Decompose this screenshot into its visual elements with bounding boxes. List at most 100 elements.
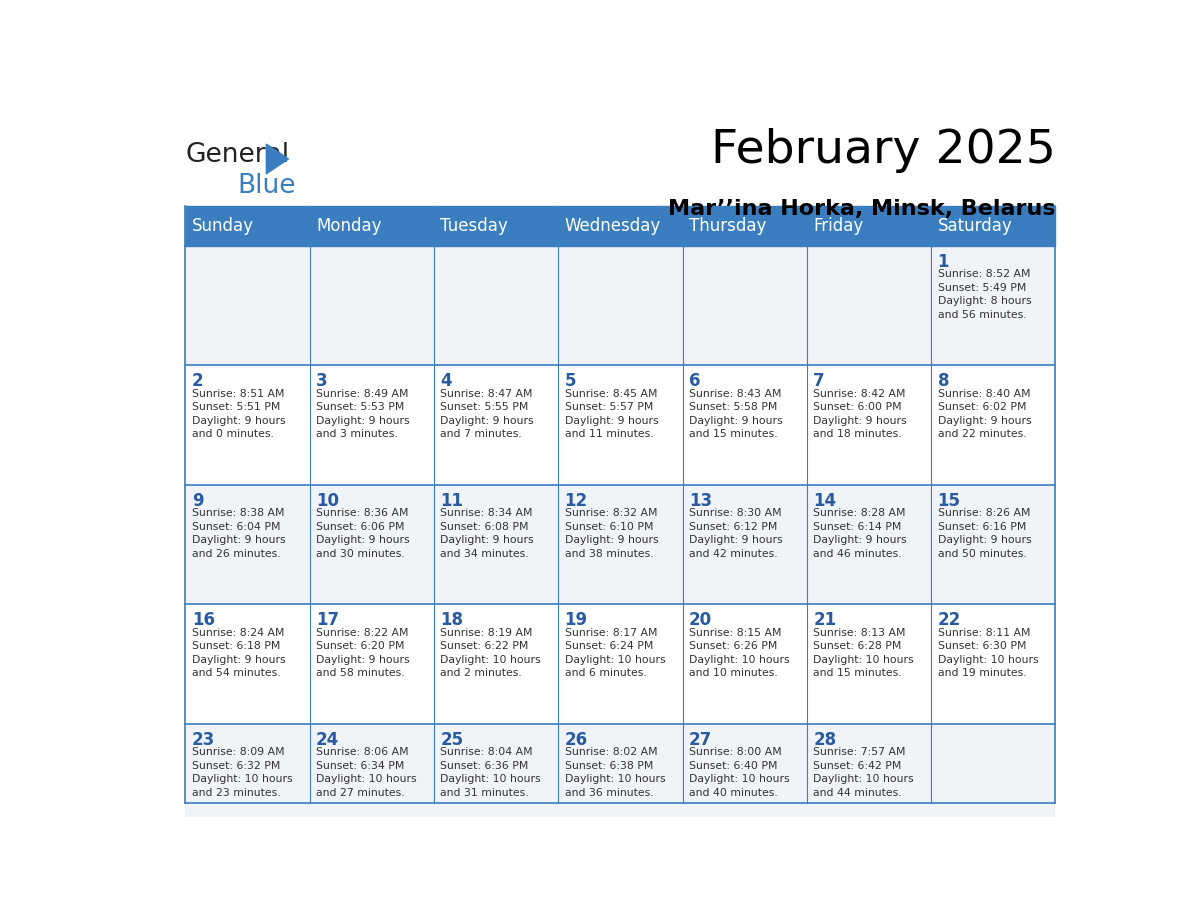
- Bar: [558, 206, 682, 246]
- Text: Monday: Monday: [316, 217, 381, 235]
- Text: 28: 28: [814, 731, 836, 749]
- Text: Sunrise: 8:13 AM
Sunset: 6:28 PM
Daylight: 10 hours
and 15 minutes.: Sunrise: 8:13 AM Sunset: 6:28 PM Dayligh…: [814, 628, 914, 678]
- Text: 10: 10: [316, 492, 339, 509]
- Text: Sunrise: 8:43 AM
Sunset: 5:58 PM
Daylight: 9 hours
and 15 minutes.: Sunrise: 8:43 AM Sunset: 5:58 PM Dayligh…: [689, 388, 783, 440]
- Bar: [682, 485, 807, 604]
- Text: 17: 17: [316, 611, 340, 630]
- Bar: [185, 246, 310, 365]
- Bar: [434, 365, 558, 485]
- Text: 8: 8: [937, 373, 949, 390]
- Text: Sunrise: 7:57 AM
Sunset: 6:42 PM
Daylight: 10 hours
and 44 minutes.: Sunrise: 7:57 AM Sunset: 6:42 PM Dayligh…: [814, 747, 914, 798]
- Bar: [682, 206, 807, 246]
- Text: 23: 23: [191, 731, 215, 749]
- Bar: [310, 246, 434, 365]
- Text: Sunrise: 8:47 AM
Sunset: 5:55 PM
Daylight: 9 hours
and 7 minutes.: Sunrise: 8:47 AM Sunset: 5:55 PM Dayligh…: [441, 388, 533, 440]
- Bar: [310, 485, 434, 604]
- Text: Sunrise: 8:45 AM
Sunset: 5:57 PM
Daylight: 9 hours
and 11 minutes.: Sunrise: 8:45 AM Sunset: 5:57 PM Dayligh…: [564, 388, 658, 440]
- Bar: [434, 206, 558, 246]
- Text: Sunrise: 8:52 AM
Sunset: 5:49 PM
Daylight: 8 hours
and 56 minutes.: Sunrise: 8:52 AM Sunset: 5:49 PM Dayligh…: [937, 269, 1031, 320]
- Bar: [931, 604, 1055, 723]
- Text: Sunrise: 8:40 AM
Sunset: 6:02 PM
Daylight: 9 hours
and 22 minutes.: Sunrise: 8:40 AM Sunset: 6:02 PM Dayligh…: [937, 388, 1031, 440]
- Text: 12: 12: [564, 492, 588, 509]
- Bar: [807, 246, 931, 365]
- Bar: [185, 723, 310, 843]
- Text: Sunrise: 8:15 AM
Sunset: 6:26 PM
Daylight: 10 hours
and 10 minutes.: Sunrise: 8:15 AM Sunset: 6:26 PM Dayligh…: [689, 628, 790, 678]
- Text: Sunrise: 8:42 AM
Sunset: 6:00 PM
Daylight: 9 hours
and 18 minutes.: Sunrise: 8:42 AM Sunset: 6:00 PM Dayligh…: [814, 388, 906, 440]
- Text: 13: 13: [689, 492, 712, 509]
- Text: Sunrise: 8:30 AM
Sunset: 6:12 PM
Daylight: 9 hours
and 42 minutes.: Sunrise: 8:30 AM Sunset: 6:12 PM Dayligh…: [689, 509, 783, 559]
- Text: Sunrise: 8:19 AM
Sunset: 6:22 PM
Daylight: 10 hours
and 2 minutes.: Sunrise: 8:19 AM Sunset: 6:22 PM Dayligh…: [441, 628, 541, 678]
- Bar: [807, 604, 931, 723]
- Bar: [931, 365, 1055, 485]
- Text: 19: 19: [564, 611, 588, 630]
- Text: Sunrise: 8:26 AM
Sunset: 6:16 PM
Daylight: 9 hours
and 50 minutes.: Sunrise: 8:26 AM Sunset: 6:16 PM Dayligh…: [937, 509, 1031, 559]
- Text: Sunrise: 8:02 AM
Sunset: 6:38 PM
Daylight: 10 hours
and 36 minutes.: Sunrise: 8:02 AM Sunset: 6:38 PM Dayligh…: [564, 747, 665, 798]
- Bar: [558, 604, 682, 723]
- Bar: [807, 365, 931, 485]
- Bar: [558, 485, 682, 604]
- Bar: [931, 723, 1055, 843]
- Text: 26: 26: [564, 731, 588, 749]
- Text: 7: 7: [814, 373, 824, 390]
- Bar: [185, 604, 310, 723]
- Text: Sunrise: 8:04 AM
Sunset: 6:36 PM
Daylight: 10 hours
and 31 minutes.: Sunrise: 8:04 AM Sunset: 6:36 PM Dayligh…: [441, 747, 541, 798]
- Bar: [434, 485, 558, 604]
- Text: Sunrise: 8:28 AM
Sunset: 6:14 PM
Daylight: 9 hours
and 46 minutes.: Sunrise: 8:28 AM Sunset: 6:14 PM Dayligh…: [814, 509, 906, 559]
- Text: 9: 9: [191, 492, 203, 509]
- Bar: [558, 246, 682, 365]
- Text: Saturday: Saturday: [937, 217, 1012, 235]
- Text: Sunrise: 8:32 AM
Sunset: 6:10 PM
Daylight: 9 hours
and 38 minutes.: Sunrise: 8:32 AM Sunset: 6:10 PM Dayligh…: [564, 509, 658, 559]
- Bar: [310, 604, 434, 723]
- Bar: [931, 246, 1055, 365]
- Bar: [682, 604, 807, 723]
- Text: 20: 20: [689, 611, 712, 630]
- Bar: [931, 206, 1055, 246]
- Bar: [682, 246, 807, 365]
- Text: 25: 25: [441, 731, 463, 749]
- Bar: [931, 485, 1055, 604]
- Bar: [310, 365, 434, 485]
- Text: 14: 14: [814, 492, 836, 509]
- Text: Sunrise: 8:17 AM
Sunset: 6:24 PM
Daylight: 10 hours
and 6 minutes.: Sunrise: 8:17 AM Sunset: 6:24 PM Dayligh…: [564, 628, 665, 678]
- Bar: [185, 206, 310, 246]
- Bar: [310, 206, 434, 246]
- Bar: [310, 723, 434, 843]
- Text: 22: 22: [937, 611, 961, 630]
- Text: Friday: Friday: [814, 217, 864, 235]
- Text: Sunrise: 8:51 AM
Sunset: 5:51 PM
Daylight: 9 hours
and 0 minutes.: Sunrise: 8:51 AM Sunset: 5:51 PM Dayligh…: [191, 388, 285, 440]
- Text: Sunrise: 8:49 AM
Sunset: 5:53 PM
Daylight: 9 hours
and 3 minutes.: Sunrise: 8:49 AM Sunset: 5:53 PM Dayligh…: [316, 388, 410, 440]
- Polygon shape: [266, 144, 289, 174]
- Text: 27: 27: [689, 731, 712, 749]
- Bar: [807, 206, 931, 246]
- Bar: [434, 604, 558, 723]
- Bar: [807, 485, 931, 604]
- Bar: [682, 723, 807, 843]
- Text: 1: 1: [937, 253, 949, 271]
- Text: Wednesday: Wednesday: [564, 217, 661, 235]
- Text: Sunrise: 8:22 AM
Sunset: 6:20 PM
Daylight: 9 hours
and 58 minutes.: Sunrise: 8:22 AM Sunset: 6:20 PM Dayligh…: [316, 628, 410, 678]
- Text: Sunrise: 8:00 AM
Sunset: 6:40 PM
Daylight: 10 hours
and 40 minutes.: Sunrise: 8:00 AM Sunset: 6:40 PM Dayligh…: [689, 747, 790, 798]
- Text: Blue: Blue: [238, 174, 296, 199]
- Text: Sunday: Sunday: [191, 217, 254, 235]
- Bar: [185, 365, 310, 485]
- Text: 15: 15: [937, 492, 961, 509]
- Text: Sunrise: 8:11 AM
Sunset: 6:30 PM
Daylight: 10 hours
and 19 minutes.: Sunrise: 8:11 AM Sunset: 6:30 PM Dayligh…: [937, 628, 1038, 678]
- Bar: [434, 723, 558, 843]
- Text: Tuesday: Tuesday: [441, 217, 508, 235]
- Text: General: General: [185, 142, 290, 168]
- Bar: [434, 246, 558, 365]
- Text: Sunrise: 8:36 AM
Sunset: 6:06 PM
Daylight: 9 hours
and 30 minutes.: Sunrise: 8:36 AM Sunset: 6:06 PM Dayligh…: [316, 509, 410, 559]
- Text: 4: 4: [441, 373, 451, 390]
- Text: 2: 2: [191, 373, 203, 390]
- Bar: [558, 723, 682, 843]
- Text: 3: 3: [316, 373, 328, 390]
- Text: Sunrise: 8:38 AM
Sunset: 6:04 PM
Daylight: 9 hours
and 26 minutes.: Sunrise: 8:38 AM Sunset: 6:04 PM Dayligh…: [191, 509, 285, 559]
- Text: Sunrise: 8:24 AM
Sunset: 6:18 PM
Daylight: 9 hours
and 54 minutes.: Sunrise: 8:24 AM Sunset: 6:18 PM Dayligh…: [191, 628, 285, 678]
- Text: 21: 21: [814, 611, 836, 630]
- Bar: [682, 365, 807, 485]
- Text: February 2025: February 2025: [710, 128, 1055, 173]
- Text: Sunrise: 8:06 AM
Sunset: 6:34 PM
Daylight: 10 hours
and 27 minutes.: Sunrise: 8:06 AM Sunset: 6:34 PM Dayligh…: [316, 747, 417, 798]
- Text: Thursday: Thursday: [689, 217, 766, 235]
- Bar: [185, 485, 310, 604]
- Text: 5: 5: [564, 373, 576, 390]
